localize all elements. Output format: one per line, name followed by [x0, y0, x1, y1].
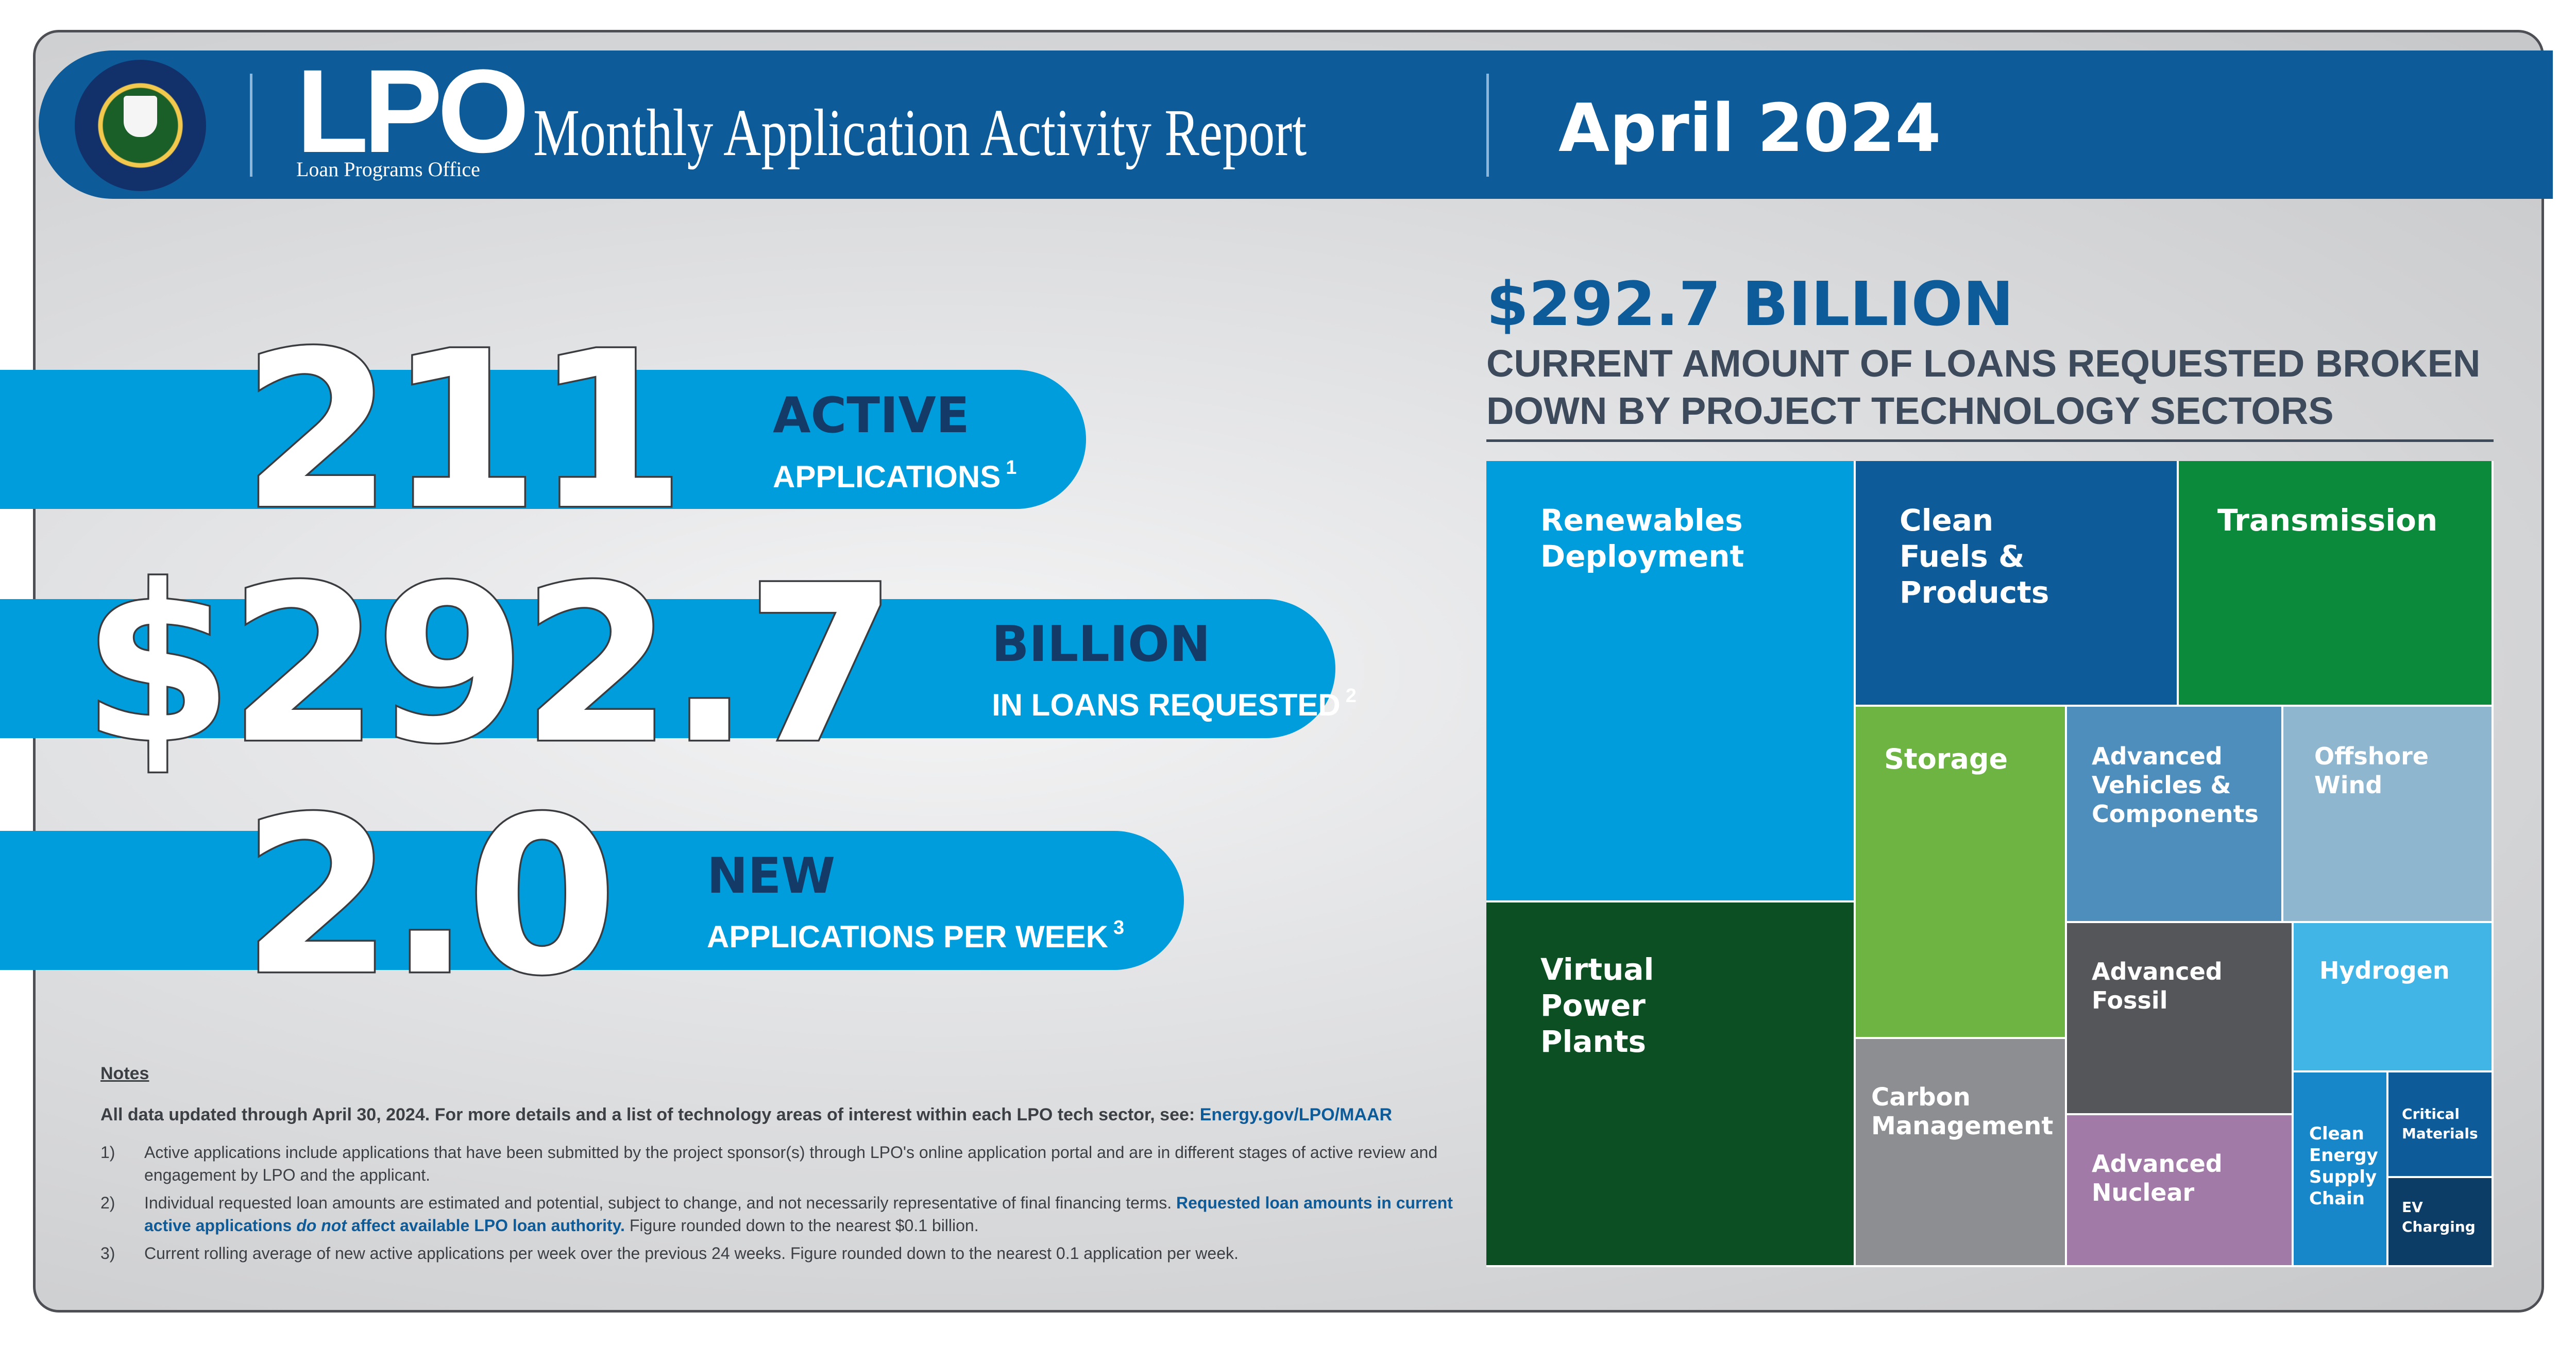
sector-label: Storage: [1884, 743, 2008, 775]
sector-tile-clean-fuels-and-products: Clean Fuels & Products: [1856, 461, 2177, 705]
stat-active-applications: [0, 370, 1086, 509]
stat-active-head: ACTIVE: [773, 387, 970, 444]
sector-tile-virtual-power-plants: Virtual Power Plants: [1486, 902, 1854, 1265]
sector-tile-advanced-vehicles-and-components: Advanced Vehicles & Components: [2067, 707, 2281, 921]
stat-loans-value: $292.7: [81, 539, 899, 791]
sector-label: Critical Materials: [2402, 1105, 2478, 1142]
sector-breakdown-subtitle: CURRENT AMOUNT OF LOANS REQUESTED BROKEN…: [1486, 342, 2481, 432]
report-month: April 2024: [1558, 90, 1941, 167]
sector-tile-advanced-fossil: Advanced Fossil: [2067, 923, 2292, 1113]
sector-tile-carbon-management: Carbon Management: [1856, 1039, 2065, 1265]
stat-active-sub: APPLICATIONS 1: [773, 457, 1017, 494]
sector-label: Carbon Management: [1871, 1083, 2054, 1140]
sector-tile-ev-charging: EV Charging: [2388, 1178, 2492, 1265]
lpo-logo: LPO: [296, 45, 530, 177]
stat-loans-requested: [0, 599, 1335, 738]
stat-new-sub: APPLICATIONS PER WEEK 3: [707, 917, 1125, 954]
sector-tile-advanced-nuclear: Advanced Nuclear: [2067, 1115, 2292, 1265]
heading-rule: [1486, 439, 2494, 442]
stat-active-value: 211: [241, 305, 688, 557]
total-loans-heading: $292.7 BILLION: [1486, 268, 2014, 339]
sector-tile-hydrogen: Hydrogen: [2294, 923, 2492, 1070]
maar-link[interactable]: Energy.gov/LPO/MAAR: [1199, 1105, 1393, 1124]
stat-loans-head: BILLION: [992, 616, 1211, 673]
sector-label: EV Charging: [2402, 1199, 2476, 1235]
stat-loans-sub: IN LOANS REQUESTED 2: [992, 685, 1357, 722]
lpo-logo-subtitle: Loan Programs Office: [296, 158, 480, 181]
sector-label: Advanced Fossil: [2092, 958, 2223, 1014]
sector-treemap: Renewables Deployment Clean Fuels & Products…: [1486, 461, 2494, 1267]
sector-tile-clean-energy-supply-chain: Clean Energy Supply Chain: [2294, 1072, 2386, 1265]
sector-label: Advanced Nuclear: [2092, 1150, 2223, 1206]
sector-label: Renewables Deployment: [1540, 503, 1744, 574]
report-title: Monthly Application Activity Report: [533, 96, 1307, 170]
sector-label: Offshore Wind: [2314, 742, 2429, 799]
notes-title: Notes: [100, 1064, 149, 1083]
sector-tile-storage: Storage: [1856, 707, 2065, 1037]
sector-label: Transmission: [2217, 503, 2438, 538]
header-bar: LPO Loan Programs Office Monthly Applica…: [39, 50, 2553, 199]
sector-tile-critical-materials: Critical Materials: [2388, 1072, 2492, 1176]
sector-tile-renewables-deployment: Renewables Deployment: [1486, 461, 1854, 900]
sector-label: Hydrogen: [2319, 957, 2450, 984]
stat-new-per-week: [0, 831, 1184, 970]
sector-label: Advanced Vehicles & Components: [2092, 742, 2259, 828]
stat-new-head: NEW: [707, 848, 836, 905]
notes-section: Notes All data updated through April 30,…: [100, 1064, 1453, 1263]
sector-label: Virtual Power Plants: [1540, 952, 1654, 1059]
sector-label: Clean Energy Supply Chain: [2309, 1123, 2378, 1209]
sector-tile-transmission: Transmission: [2179, 461, 2492, 705]
stat-new-value: 2.0: [240, 771, 619, 1023]
doe-seal-icon: [75, 60, 206, 191]
notes-intro: All data updated through April 30, 2024.…: [100, 1105, 1393, 1124]
sector-tile-offshore-wind: Offshore Wind: [2283, 707, 2492, 921]
sector-label: Clean Fuels & Products: [1900, 503, 2049, 610]
